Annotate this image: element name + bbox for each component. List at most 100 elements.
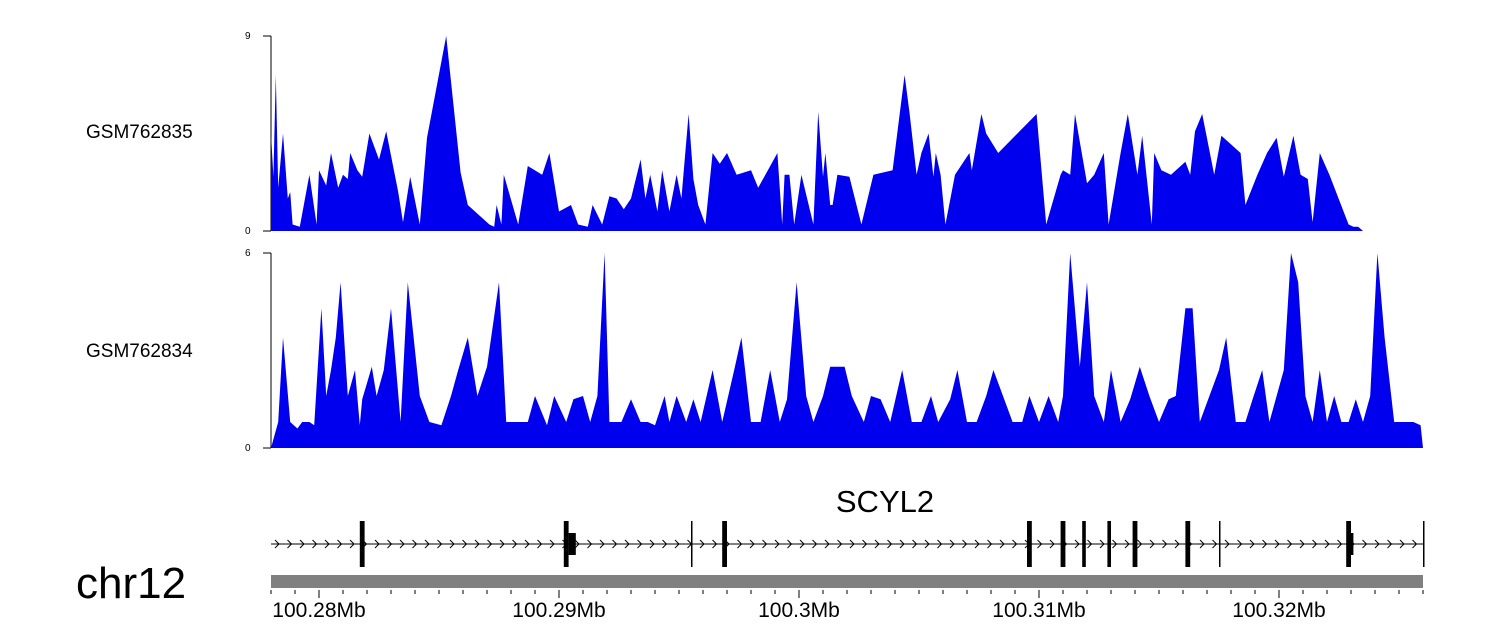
- strand-arrow: [912, 539, 918, 549]
- strand-arrow: [699, 539, 705, 549]
- strand-arrow: [887, 539, 893, 549]
- exon: [1219, 521, 1221, 567]
- strand-arrow: [1112, 539, 1118, 549]
- strand-arrow: [287, 539, 293, 549]
- strand-arrow: [737, 539, 743, 549]
- gene-name-label: SCYL2: [836, 484, 934, 519]
- strand-arrow: [1087, 539, 1093, 549]
- exon: [1082, 521, 1086, 567]
- strand-arrow: [1199, 539, 1205, 549]
- exon: [1346, 521, 1351, 567]
- strand-arrow: [374, 539, 380, 549]
- strand-arrow: [412, 539, 418, 549]
- strand-arrow: [1399, 539, 1405, 549]
- exon: [1107, 521, 1111, 567]
- strand-arrow: [1149, 539, 1155, 549]
- strand-arrow: [1174, 539, 1180, 549]
- chromosome-label: chr12: [76, 559, 186, 608]
- strand-arrow: [399, 539, 405, 549]
- exon: [1351, 533, 1354, 555]
- chromosome-ideogram: [271, 575, 1423, 588]
- exon: [359, 521, 365, 567]
- strand-arrow: [862, 539, 868, 549]
- strand-arrow: [924, 539, 930, 549]
- strand-arrow: [512, 539, 518, 549]
- strand-arrow: [674, 539, 680, 549]
- exon: [568, 533, 576, 555]
- strand-arrows: [274, 539, 1418, 549]
- strand-arrow: [1212, 539, 1218, 549]
- coverage-track-2: GSM762834 6 0: [86, 248, 1423, 454]
- strand-arrow: [1012, 539, 1018, 549]
- strand-arrow: [1387, 539, 1393, 549]
- y-axis-2-max-label: 6: [245, 248, 251, 259]
- strand-arrow: [1124, 539, 1130, 549]
- strand-arrow: [987, 539, 993, 549]
- strand-arrow: [799, 539, 805, 549]
- y-axis-1-max-label: 9: [245, 31, 251, 42]
- strand-arrow: [437, 539, 443, 549]
- strand-arrow: [1237, 539, 1243, 549]
- strand-arrow: [1324, 539, 1330, 549]
- strand-arrow: [749, 539, 755, 549]
- strand-arrow: [537, 539, 543, 549]
- strand-arrow: [1099, 539, 1105, 549]
- strand-arrow: [1074, 539, 1080, 549]
- strand-arrow: [1262, 539, 1268, 549]
- strand-arrow: [1274, 539, 1280, 549]
- strand-arrow: [787, 539, 793, 549]
- strand-arrow: [649, 539, 655, 549]
- strand-arrow: [712, 539, 718, 549]
- y-axis-2-min-label: 0: [245, 443, 251, 454]
- gene-track: SCYL2: [271, 484, 1425, 567]
- strand-arrow: [487, 539, 493, 549]
- exon: [563, 521, 569, 567]
- axis-tick-label: 100.28Mb: [272, 599, 365, 622]
- exon: [691, 521, 693, 567]
- strand-arrow: [662, 539, 668, 549]
- strand-arrow: [1312, 539, 1318, 549]
- strand-arrow: [1299, 539, 1305, 549]
- strand-arrow: [849, 539, 855, 549]
- coverage-area-1: [271, 36, 1363, 231]
- strand-arrow: [337, 539, 343, 549]
- strand-arrow: [824, 539, 830, 549]
- exon: [1423, 521, 1425, 567]
- strand-arrow: [1337, 539, 1343, 549]
- strand-arrow: [624, 539, 630, 549]
- axis-tick-label: 100.31Mb: [992, 599, 1085, 622]
- axis-tick-label: 100.3Mb: [758, 599, 840, 622]
- strand-arrow: [1374, 539, 1380, 549]
- strand-arrow: [424, 539, 430, 549]
- strand-arrow: [274, 539, 280, 549]
- genome-axis: 100.28Mb 100.29Mb 100.3Mb 100.31Mb 100.32Mb: [270, 590, 1424, 622]
- coverage-area-2: [271, 253, 1423, 448]
- strand-arrow: [474, 539, 480, 549]
- strand-arrow: [1162, 539, 1168, 549]
- strand-arrow: [937, 539, 943, 549]
- strand-arrow: [1362, 539, 1368, 549]
- strand-arrow: [299, 539, 305, 549]
- strand-arrow: [999, 539, 1005, 549]
- strand-arrow: [974, 539, 980, 549]
- strand-arrow: [612, 539, 618, 549]
- strand-arrow: [387, 539, 393, 549]
- exon: [1132, 521, 1138, 567]
- coverage-track-1: GSM762835 9 0: [86, 31, 1363, 237]
- strand-arrow: [1037, 539, 1043, 549]
- strand-arrow: [587, 539, 593, 549]
- strand-arrow: [599, 539, 605, 549]
- strand-arrow: [637, 539, 643, 549]
- exon: [1060, 521, 1066, 567]
- strand-arrow: [1412, 539, 1418, 549]
- strand-arrow: [899, 539, 905, 549]
- strand-arrow: [1224, 539, 1230, 549]
- track-label-2: GSM762834: [86, 341, 193, 362]
- y-axis-1-min-label: 0: [245, 226, 251, 237]
- track-label-1: GSM762835: [86, 122, 193, 143]
- axis-tick-label: 100.29Mb: [512, 599, 605, 622]
- strand-arrow: [574, 539, 580, 549]
- exon: [1027, 521, 1032, 567]
- strand-arrow: [1049, 539, 1055, 549]
